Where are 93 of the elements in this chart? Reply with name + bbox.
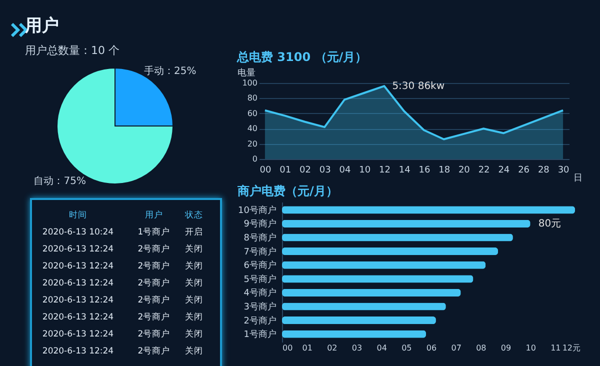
pie-slice (56, 68, 174, 184)
annotation: 80元 (538, 218, 562, 230)
x-tick-label: 01 (280, 166, 292, 176)
y-tick-label: 80 (247, 94, 258, 103)
chart-title: 商户电费（元/月） (236, 184, 338, 198)
text: 2020-6-13 12:24 (42, 330, 114, 340)
x-tick-label: 00 (260, 166, 272, 176)
text: 2号商户 (138, 244, 170, 254)
x-tick-label: 01 (302, 344, 312, 352)
bar (282, 302, 446, 310)
text: 关闭 (185, 278, 203, 288)
text: 2号商户 (138, 278, 170, 288)
y-tick-label: 0 (252, 154, 258, 164)
y-tick-label: 20 (247, 139, 258, 148)
chart-title: 总电费 3100 （元/月） (236, 50, 368, 64)
x-tick-label: 04 (376, 344, 387, 352)
y-tick-label: 6号商户 (244, 260, 276, 272)
y-tick-label: 10号商户 (238, 204, 276, 216)
slice-label: 手动：25% (144, 64, 196, 77)
y-tick-label: 3号商户 (244, 301, 276, 312)
bar (282, 288, 461, 296)
bar (282, 275, 474, 283)
text: 2020-6-13 12:24 (42, 278, 114, 288)
x-tick-label: 16 (418, 166, 430, 176)
x-tick-label: 09 (500, 344, 512, 352)
text: 2号商户 (138, 294, 170, 306)
x-tick-label: 26 (518, 166, 530, 176)
y-tick-label: 60 (247, 108, 258, 118)
y-axis-title: 电量 (238, 68, 256, 78)
text: 2020-6-13 10:24 (42, 228, 114, 238)
text: 2020-6-13 12:24 (42, 346, 114, 356)
x-tick-label: 02 (299, 166, 311, 176)
annotation: 5:30 86kw (392, 81, 445, 92)
text: 关闭 (185, 294, 203, 306)
x-tick-label: 02 (327, 344, 338, 352)
text: 关闭 (185, 244, 203, 254)
chart-subtitle: 用户总数量：10 个 (25, 44, 120, 57)
x-tick-label: 05 (402, 344, 412, 352)
x-tick-label: 07 (451, 344, 462, 352)
x-tick-label: 24 (498, 166, 510, 176)
y-tick-label: 8号商户 (244, 232, 276, 244)
x-tick-label: 22 (478, 166, 490, 176)
text: 2020-6-13 12:24 (42, 296, 114, 306)
x-tick-label: 03 (319, 166, 331, 176)
x-tick-label: 30 (558, 166, 570, 176)
bar (282, 206, 576, 214)
bar (282, 316, 436, 324)
y-tick-label: 4号商户 (244, 288, 276, 299)
bar (282, 220, 530, 228)
text: 关闭 (185, 312, 203, 322)
x-tick-label: 04 (339, 166, 351, 176)
y-tick-label: 1号商户 (244, 329, 276, 340)
x-tick-label: 28 (538, 166, 550, 176)
y-tick-label: 40 (247, 124, 258, 134)
y-tick-label: 2号商户 (244, 315, 276, 326)
text: 用户 (145, 210, 163, 220)
text: 2号商户 (138, 312, 170, 322)
text: 2号商户 (138, 260, 170, 272)
x-tick-label: 18 (438, 166, 450, 176)
x-tick-label: 06 (426, 344, 437, 352)
text: 关闭 (185, 346, 203, 356)
bar (282, 234, 513, 242)
text: 状态 (184, 210, 203, 220)
text: 关闭 (185, 328, 203, 340)
text: 2号商户 (138, 328, 170, 340)
x-tick-label: 11 (550, 344, 561, 352)
x-tick-label: 08 (476, 344, 486, 352)
text: 开启 (185, 226, 203, 238)
text: 时间 (69, 210, 87, 220)
chart-title: 用户 (24, 16, 59, 36)
text: 2020-6-13 12:24 (42, 262, 114, 272)
x-tick-label: 12 (378, 166, 390, 176)
bar (282, 261, 486, 269)
text: 2020-6-13 12:24 (42, 312, 114, 322)
x-tick-label: 03 (352, 344, 362, 352)
slice-label: 自动：75% (34, 175, 86, 188)
text: 关闭 (185, 260, 203, 272)
x-tick-label: 10 (526, 344, 536, 352)
y-tick-label: 9号商户 (244, 218, 276, 230)
y-tick-label: 5号商户 (244, 274, 276, 285)
bar (282, 330, 426, 338)
text: 2020-6-13 12:24 (42, 244, 114, 254)
x-tick-label: 14 (398, 166, 411, 176)
text: 2号商户 (138, 346, 170, 356)
x-tick-label: 10 (359, 166, 371, 176)
x-tick-label: 00 (282, 344, 293, 352)
x-axis-title: 日 (574, 174, 582, 184)
text: 1号商户 (138, 226, 170, 238)
x-tick-label: 20 (458, 166, 470, 176)
y-tick-label: 100 (242, 78, 258, 88)
bar (282, 248, 498, 256)
y-tick-label: 7号商户 (244, 246, 276, 258)
x-tick-label: 12元 (562, 344, 580, 352)
